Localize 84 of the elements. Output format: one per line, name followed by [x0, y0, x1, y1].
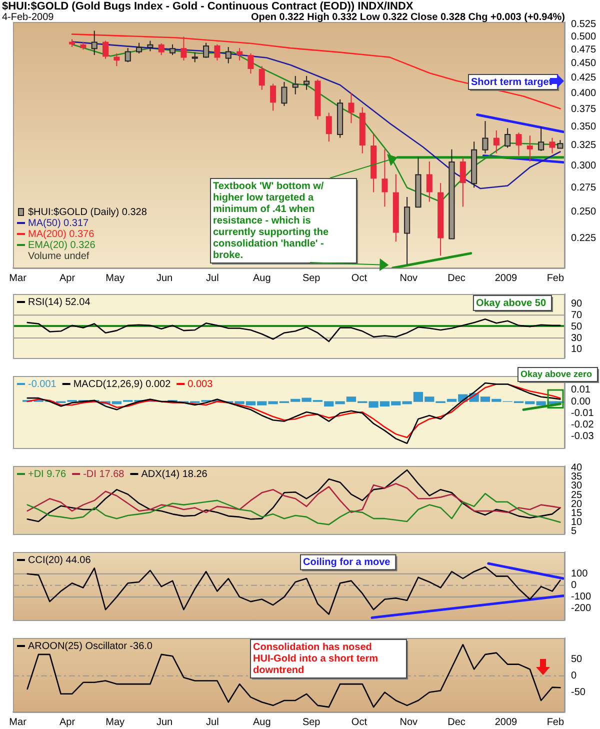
legend-label: -0.001	[28, 378, 57, 390]
x-tick-label: Jun	[156, 272, 173, 284]
y-tick-label: 70	[571, 310, 583, 321]
x-tick-label: Apr	[59, 272, 76, 284]
legend-label: EMA(20) 0.326	[28, 240, 96, 251]
y-tick-label: 0	[571, 580, 577, 592]
x-tick-label: Sep	[302, 272, 321, 284]
y-tick-label: 40	[571, 462, 583, 474]
y-tick-label: 0.325	[571, 140, 596, 152]
y-tick-label: 30	[571, 332, 583, 344]
legend-label: RSI(14) 52.04	[28, 296, 91, 308]
y-tick-label: -0.03	[571, 431, 594, 442]
y-tick-label: 100	[571, 568, 588, 580]
y-tick-label: -0.02	[571, 420, 594, 431]
legend-label: -DI 17.68	[83, 468, 125, 480]
x-tick-label: Dec	[448, 716, 466, 728]
x-tick-label: May	[106, 716, 125, 728]
y-tick-label: -200	[571, 603, 592, 614]
legend-label: MA(50) 0.317	[28, 218, 90, 229]
y-tick-label: -100	[571, 592, 592, 603]
annotation: Consolidation has nosed HUI-Gold into a short term downtrend	[253, 642, 378, 676]
legend-label: ADX(14) 18.26	[141, 468, 208, 480]
annotation: Okay above 50	[476, 298, 546, 309]
x-tick-label: Aug	[252, 272, 271, 284]
y-tick-label: 0.00	[571, 396, 591, 408]
y-tick-label: 0	[571, 670, 577, 682]
annotation: Volume undef	[28, 250, 90, 262]
x-tick-label: Apr	[59, 716, 76, 728]
y-tick-label: 5	[571, 526, 577, 538]
chart-subtitle: 4-Feb-2009	[2, 12, 54, 23]
y-tick-label: 0.375	[571, 104, 596, 116]
x-tick-label: Oct	[351, 716, 368, 728]
y-tick-label: 0.500	[571, 31, 596, 42]
annotation: Open 0.322 High 0.332 Low 0.322 Close 0.328 Chg +0.003 (+0.94%)	[250, 12, 565, 23]
y-tick-label: -0.01	[571, 408, 594, 419]
x-tick-label: Nov	[400, 272, 418, 284]
x-tick-label: Aug	[252, 716, 271, 728]
y-tick-label: 0.350	[571, 121, 596, 132]
y-tick-label: 50	[571, 654, 583, 666]
y-tick-label: 0.450	[571, 58, 596, 70]
y-tick-label: 35	[571, 472, 583, 483]
y-tick-label: 0.275	[571, 182, 596, 194]
y-tick-label: 0.400	[571, 88, 596, 99]
y-tick-label: 90	[571, 298, 583, 310]
y-tick-label: 15	[571, 508, 583, 519]
x-tick-label: Oct	[351, 272, 368, 284]
annotation: Okay above zero	[520, 368, 592, 379]
y-tick-label: 10	[571, 516, 583, 528]
y-tick-label: 50	[571, 321, 583, 332]
y-tick-label: 0.300	[571, 160, 596, 172]
x-tick-label: Feb	[546, 272, 564, 284]
y-tick-label: 20	[571, 498, 583, 510]
x-tick-label: Feb	[546, 716, 564, 728]
chart-title: $HUI:$GOLD (Gold Bugs Index - Gold - Continuous Contract (EOD)) INDX/INDX	[2, 0, 414, 13]
annotation: Coiling for a move	[303, 557, 391, 568]
y-tick-label: 0.225	[571, 233, 596, 244]
x-tick-label: 2009	[494, 716, 518, 728]
y-tick-label: 0.425	[571, 72, 596, 84]
x-tick-label: Jul	[206, 716, 219, 728]
legend-label: +DI 9.76	[28, 468, 67, 480]
x-tick-label: Dec	[448, 272, 466, 284]
annotation: Textbook 'W' bottom w/ higher low targeted a minimum of .41 when resistance - which is currently supporting the consolidation 'handle' - broke.	[213, 180, 329, 261]
legend-label: MA(200) 0.376	[28, 228, 95, 240]
y-tick-label: 0.01	[571, 384, 591, 396]
legend-label: 0.003	[188, 378, 214, 390]
legend-label: $HUI:$GOLD (Daily) 0.328	[28, 206, 148, 218]
x-tick-label: Mar	[9, 716, 28, 728]
y-tick-label: 0.250	[571, 206, 596, 218]
y-tick-label: 30	[571, 480, 583, 492]
x-tick-label: Jun	[156, 716, 173, 728]
y-tick-label: 25	[571, 490, 583, 501]
legend-label: CCI(20) 44.06	[28, 554, 92, 566]
y-tick-label: 0.475	[571, 44, 596, 56]
y-tick-label: 0.525	[571, 19, 596, 30]
x-tick-label: Sep	[302, 716, 321, 728]
x-tick-label: May	[106, 272, 125, 284]
y-tick-label: 10	[571, 344, 583, 356]
x-tick-label: Jul	[206, 272, 219, 284]
legend-label: MACD(12,26,9) 0.002	[73, 378, 172, 390]
y-tick-label: -50	[571, 687, 586, 698]
x-tick-label: Nov	[400, 716, 418, 728]
legend-label: AROON(25) Oscillator -36.0	[28, 640, 153, 652]
x-tick-label: 2009	[494, 272, 518, 284]
x-tick-label: Mar	[9, 272, 28, 284]
